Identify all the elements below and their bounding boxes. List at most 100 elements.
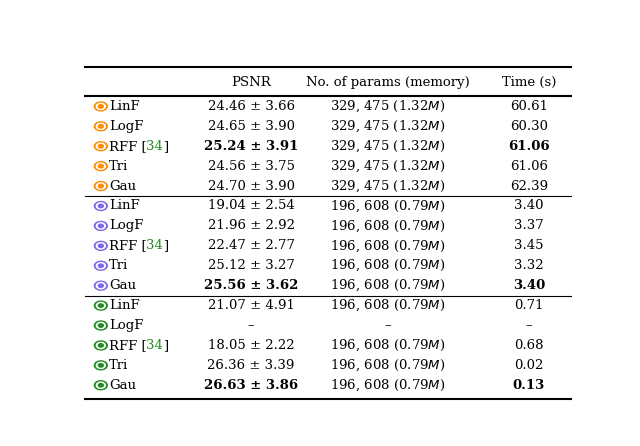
Circle shape <box>94 162 108 171</box>
Text: LogF: LogF <box>109 319 143 332</box>
Circle shape <box>97 283 106 289</box>
Text: 196, 608 (0.79$\mathit{M}$): 196, 608 (0.79$\mathit{M}$) <box>330 338 445 353</box>
Text: 25.24 ± 3.91: 25.24 ± 3.91 <box>204 140 298 153</box>
Circle shape <box>97 343 106 348</box>
Circle shape <box>99 384 103 387</box>
Text: 0.68: 0.68 <box>514 339 543 352</box>
Circle shape <box>94 361 108 370</box>
Text: –: – <box>384 319 391 332</box>
Text: 24.56 ± 3.75: 24.56 ± 3.75 <box>207 160 294 173</box>
Circle shape <box>94 321 108 330</box>
Circle shape <box>97 322 106 329</box>
Text: 21.96 ± 2.92: 21.96 ± 2.92 <box>207 219 294 232</box>
Circle shape <box>94 102 108 111</box>
Text: Gau: Gau <box>109 180 136 193</box>
Text: 3.32: 3.32 <box>514 259 544 272</box>
Text: 329, 475 (1.32$\mathit{M}$): 329, 475 (1.32$\mathit{M}$) <box>330 158 445 174</box>
Text: ]: ] <box>163 240 168 252</box>
Text: 26.63 ± 3.86: 26.63 ± 3.86 <box>204 379 298 392</box>
Circle shape <box>99 284 103 287</box>
Text: 3.37: 3.37 <box>514 219 544 232</box>
Circle shape <box>99 184 103 188</box>
Text: 34: 34 <box>147 339 163 352</box>
Text: PSNR: PSNR <box>231 76 271 89</box>
Text: ]: ] <box>163 140 168 153</box>
Text: 60.61: 60.61 <box>510 100 548 113</box>
Text: 3.45: 3.45 <box>514 240 543 252</box>
Text: 3.40: 3.40 <box>513 279 545 292</box>
Text: ]: ] <box>163 339 168 352</box>
Circle shape <box>99 304 103 307</box>
Text: RFF [: RFF [ <box>109 240 147 252</box>
Circle shape <box>97 223 106 229</box>
Circle shape <box>99 264 103 268</box>
Circle shape <box>94 281 108 290</box>
Text: Tri: Tri <box>109 359 128 372</box>
Text: 0.71: 0.71 <box>514 299 543 312</box>
Text: LogF: LogF <box>109 219 143 232</box>
Text: 25.56 ± 3.62: 25.56 ± 3.62 <box>204 279 298 292</box>
Text: 60.30: 60.30 <box>510 120 548 133</box>
Text: No. of params (memory): No. of params (memory) <box>306 76 469 89</box>
Circle shape <box>94 222 108 231</box>
Text: RFF [: RFF [ <box>109 339 147 352</box>
Circle shape <box>94 241 108 250</box>
Circle shape <box>97 123 106 129</box>
Circle shape <box>99 165 103 168</box>
Circle shape <box>97 263 106 269</box>
Circle shape <box>97 302 106 309</box>
Text: 329, 475 (1.32$\mathit{M}$): 329, 475 (1.32$\mathit{M}$) <box>330 119 445 134</box>
Text: 196, 608 (0.79$\mathit{M}$): 196, 608 (0.79$\mathit{M}$) <box>330 298 445 314</box>
Text: 329, 475 (1.32$\mathit{M}$): 329, 475 (1.32$\mathit{M}$) <box>330 139 445 154</box>
Text: RFF [: RFF [ <box>109 140 147 153</box>
Circle shape <box>99 344 103 347</box>
Text: 61.06: 61.06 <box>508 140 550 153</box>
Text: LinF: LinF <box>109 199 140 212</box>
Text: Gau: Gau <box>109 279 136 292</box>
Text: 0.02: 0.02 <box>514 359 543 372</box>
Text: 24.70 ± 3.90: 24.70 ± 3.90 <box>207 180 294 193</box>
Circle shape <box>94 182 108 190</box>
Text: 329, 475 (1.32$\mathit{M}$): 329, 475 (1.32$\mathit{M}$) <box>330 99 445 114</box>
Circle shape <box>97 203 106 209</box>
Text: 3.40: 3.40 <box>514 199 543 212</box>
Circle shape <box>99 145 103 148</box>
Circle shape <box>97 143 106 149</box>
Text: –: – <box>525 319 532 332</box>
Text: 18.05 ± 2.22: 18.05 ± 2.22 <box>208 339 294 352</box>
Text: 21.07 ± 4.91: 21.07 ± 4.91 <box>208 299 294 312</box>
Text: 0.13: 0.13 <box>513 379 545 392</box>
Circle shape <box>97 382 106 388</box>
Text: 22.47 ± 2.77: 22.47 ± 2.77 <box>207 240 294 252</box>
Text: 196, 608 (0.79$\mathit{M}$): 196, 608 (0.79$\mathit{M}$) <box>330 377 445 393</box>
Text: 62.39: 62.39 <box>510 180 548 193</box>
Circle shape <box>97 103 106 110</box>
Circle shape <box>99 363 103 367</box>
Circle shape <box>97 243 106 249</box>
Text: 24.65 ± 3.90: 24.65 ± 3.90 <box>207 120 294 133</box>
Text: 196, 608 (0.79$\mathit{M}$): 196, 608 (0.79$\mathit{M}$) <box>330 238 445 254</box>
Circle shape <box>99 224 103 227</box>
Text: Tri: Tri <box>109 259 128 272</box>
Circle shape <box>94 381 108 390</box>
Text: Tri: Tri <box>109 160 128 173</box>
Text: 34: 34 <box>147 240 163 252</box>
Circle shape <box>94 122 108 131</box>
Circle shape <box>99 244 103 248</box>
Text: LogF: LogF <box>109 120 143 133</box>
Text: LinF: LinF <box>109 299 140 312</box>
Text: Time (s): Time (s) <box>502 76 556 89</box>
Text: 25.12 ± 3.27: 25.12 ± 3.27 <box>208 259 294 272</box>
Circle shape <box>94 341 108 350</box>
Circle shape <box>94 301 108 310</box>
Text: 34: 34 <box>147 140 163 153</box>
Text: 196, 608 (0.79$\mathit{M}$): 196, 608 (0.79$\mathit{M}$) <box>330 218 445 234</box>
Circle shape <box>99 324 103 327</box>
Circle shape <box>94 202 108 211</box>
Circle shape <box>97 163 106 169</box>
Text: –: – <box>248 319 255 332</box>
Text: 196, 608 (0.79$\mathit{M}$): 196, 608 (0.79$\mathit{M}$) <box>330 198 445 214</box>
Text: 329, 475 (1.32$\mathit{M}$): 329, 475 (1.32$\mathit{M}$) <box>330 178 445 194</box>
Circle shape <box>94 142 108 151</box>
Text: Gau: Gau <box>109 379 136 392</box>
